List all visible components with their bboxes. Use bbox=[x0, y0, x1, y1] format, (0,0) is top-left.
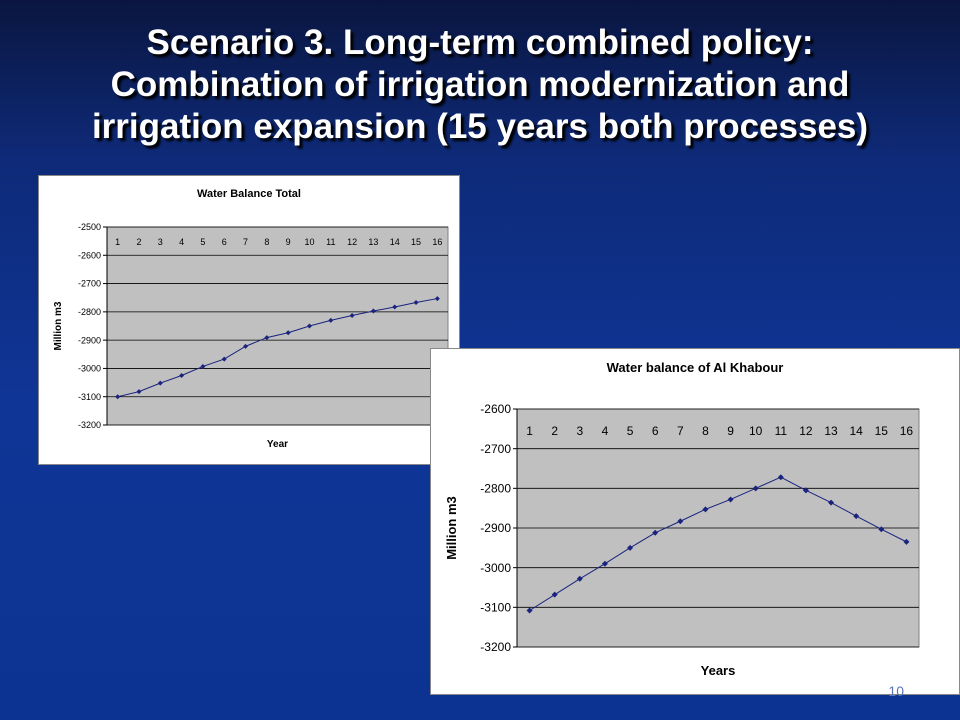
x-tick-label: 4 bbox=[602, 424, 609, 438]
title-line-2: Combination of irrigation modernization … bbox=[110, 65, 850, 104]
chart-1-svg: Water Balance Total -2500 -2600 -2700 -2800 -… bbox=[53, 188, 449, 450]
x-tick-label: 3 bbox=[576, 424, 583, 438]
data-point bbox=[853, 513, 860, 520]
data-point bbox=[413, 300, 419, 306]
x-tick-label: 13 bbox=[368, 237, 378, 247]
x-tick-label: 6 bbox=[222, 237, 227, 247]
y-tick-label: -3100 bbox=[480, 601, 511, 615]
data-point bbox=[328, 317, 334, 323]
x-tick-label: 15 bbox=[411, 237, 421, 247]
x-tick-label: 4 bbox=[179, 237, 184, 247]
x-tick-label: 7 bbox=[243, 237, 248, 247]
y-axis-label: Million m3 bbox=[444, 496, 459, 560]
y-tick-label: -2800 bbox=[78, 307, 101, 317]
data-point bbox=[677, 518, 684, 525]
x-tick-label: 16 bbox=[432, 237, 442, 247]
data-point bbox=[285, 330, 291, 336]
y-tick-label: -2600 bbox=[480, 402, 511, 416]
x-tick-label: 16 bbox=[900, 424, 914, 438]
x-tick-label: 15 bbox=[875, 424, 889, 438]
x-tick-label: 11 bbox=[775, 424, 788, 438]
x-tick-label: 11 bbox=[326, 237, 335, 247]
data-point bbox=[576, 575, 583, 582]
y-tick-label: -2900 bbox=[480, 521, 511, 535]
data-point bbox=[349, 313, 355, 319]
data-point bbox=[136, 389, 142, 395]
data-point bbox=[115, 394, 121, 400]
data-point bbox=[392, 304, 398, 310]
data-point bbox=[752, 485, 759, 492]
x-tick-label: 10 bbox=[749, 424, 763, 438]
y-tick-label: -2900 bbox=[78, 335, 101, 345]
chart-2-svg: Water balance of Al Khabour -2600 -2700 -28… bbox=[444, 360, 920, 678]
al-khabour-chart: Water balance of Al Khabour -2600 -2700 -28… bbox=[430, 348, 960, 695]
data-point bbox=[777, 474, 784, 481]
data-point bbox=[526, 607, 533, 614]
y-tick-label: -3000 bbox=[78, 364, 101, 374]
x-axis-label: Years bbox=[701, 663, 736, 678]
data-point bbox=[434, 296, 440, 302]
x-tick-label: 14 bbox=[390, 237, 400, 247]
x-tick-label: 1 bbox=[115, 237, 120, 247]
chart-title: Water balance of Al Khabour bbox=[607, 360, 784, 375]
data-point bbox=[179, 373, 185, 378]
title-line-3: irrigation expansion (15 years both proc… bbox=[91, 107, 869, 146]
x-tick-label: 6 bbox=[652, 424, 659, 438]
series-line bbox=[529, 476, 907, 611]
data-point bbox=[702, 506, 709, 513]
x-tick-label: 2 bbox=[136, 237, 141, 247]
data-point bbox=[157, 380, 163, 386]
series-line bbox=[117, 298, 438, 398]
y-tick-label: -2800 bbox=[480, 482, 511, 496]
data-point bbox=[878, 526, 885, 533]
slide-title: Scenario 3. Long-term combined policy: C… bbox=[0, 22, 960, 148]
x-tick-label: 8 bbox=[264, 237, 269, 247]
data-point bbox=[551, 591, 558, 598]
x-tick-label: 9 bbox=[286, 237, 291, 247]
data-point bbox=[243, 343, 249, 349]
data-point bbox=[727, 496, 734, 503]
data-point bbox=[264, 335, 270, 341]
y-tick-label: -3000 bbox=[480, 561, 511, 575]
chart-title: Water Balance Total bbox=[197, 188, 301, 200]
slide-number: 10 bbox=[888, 683, 904, 699]
y-tick-label: -3200 bbox=[78, 420, 101, 430]
data-point bbox=[306, 323, 312, 329]
x-tick-label: 13 bbox=[824, 424, 838, 438]
y-tick-label: -2700 bbox=[78, 279, 101, 289]
x-tick-label: 12 bbox=[799, 424, 813, 438]
x-tick-label: 10 bbox=[304, 237, 314, 247]
y-tick-label: -2700 bbox=[480, 442, 511, 456]
data-point bbox=[221, 356, 227, 362]
data-point bbox=[370, 308, 376, 314]
x-tick-label: 14 bbox=[850, 424, 864, 438]
title-line-1: Scenario 3. Long-term combined policy: bbox=[146, 23, 814, 62]
x-tick-label: 5 bbox=[200, 237, 205, 247]
x-tick-label: 12 bbox=[347, 237, 357, 247]
data-point bbox=[200, 363, 206, 369]
x-tick-label: 8 bbox=[702, 424, 709, 438]
water-balance-total-chart: Water Balance Total -2500 -2600 -2700 -2800 -… bbox=[38, 175, 460, 465]
y-tick-label: -2600 bbox=[78, 250, 101, 260]
y-axis-label: Million m3 bbox=[53, 301, 64, 350]
x-tick-label: 5 bbox=[627, 424, 634, 438]
data-point bbox=[627, 544, 634, 551]
data-point bbox=[828, 499, 835, 506]
y-tick-label: -2500 bbox=[78, 222, 101, 232]
x-tick-label: 1 bbox=[526, 424, 533, 438]
x-axis-label: Year bbox=[267, 439, 288, 450]
x-tick-label: 2 bbox=[551, 424, 558, 438]
data-point bbox=[652, 529, 659, 536]
data-point bbox=[802, 487, 809, 494]
y-tick-label: -3200 bbox=[480, 640, 511, 654]
data-point bbox=[601, 560, 608, 567]
x-tick-label: 7 bbox=[677, 424, 684, 438]
x-tick-label: 3 bbox=[158, 237, 163, 247]
data-point bbox=[903, 538, 910, 545]
x-tick-label: 9 bbox=[727, 424, 734, 438]
plot-area bbox=[106, 226, 449, 426]
y-tick-label: -3100 bbox=[78, 392, 101, 402]
